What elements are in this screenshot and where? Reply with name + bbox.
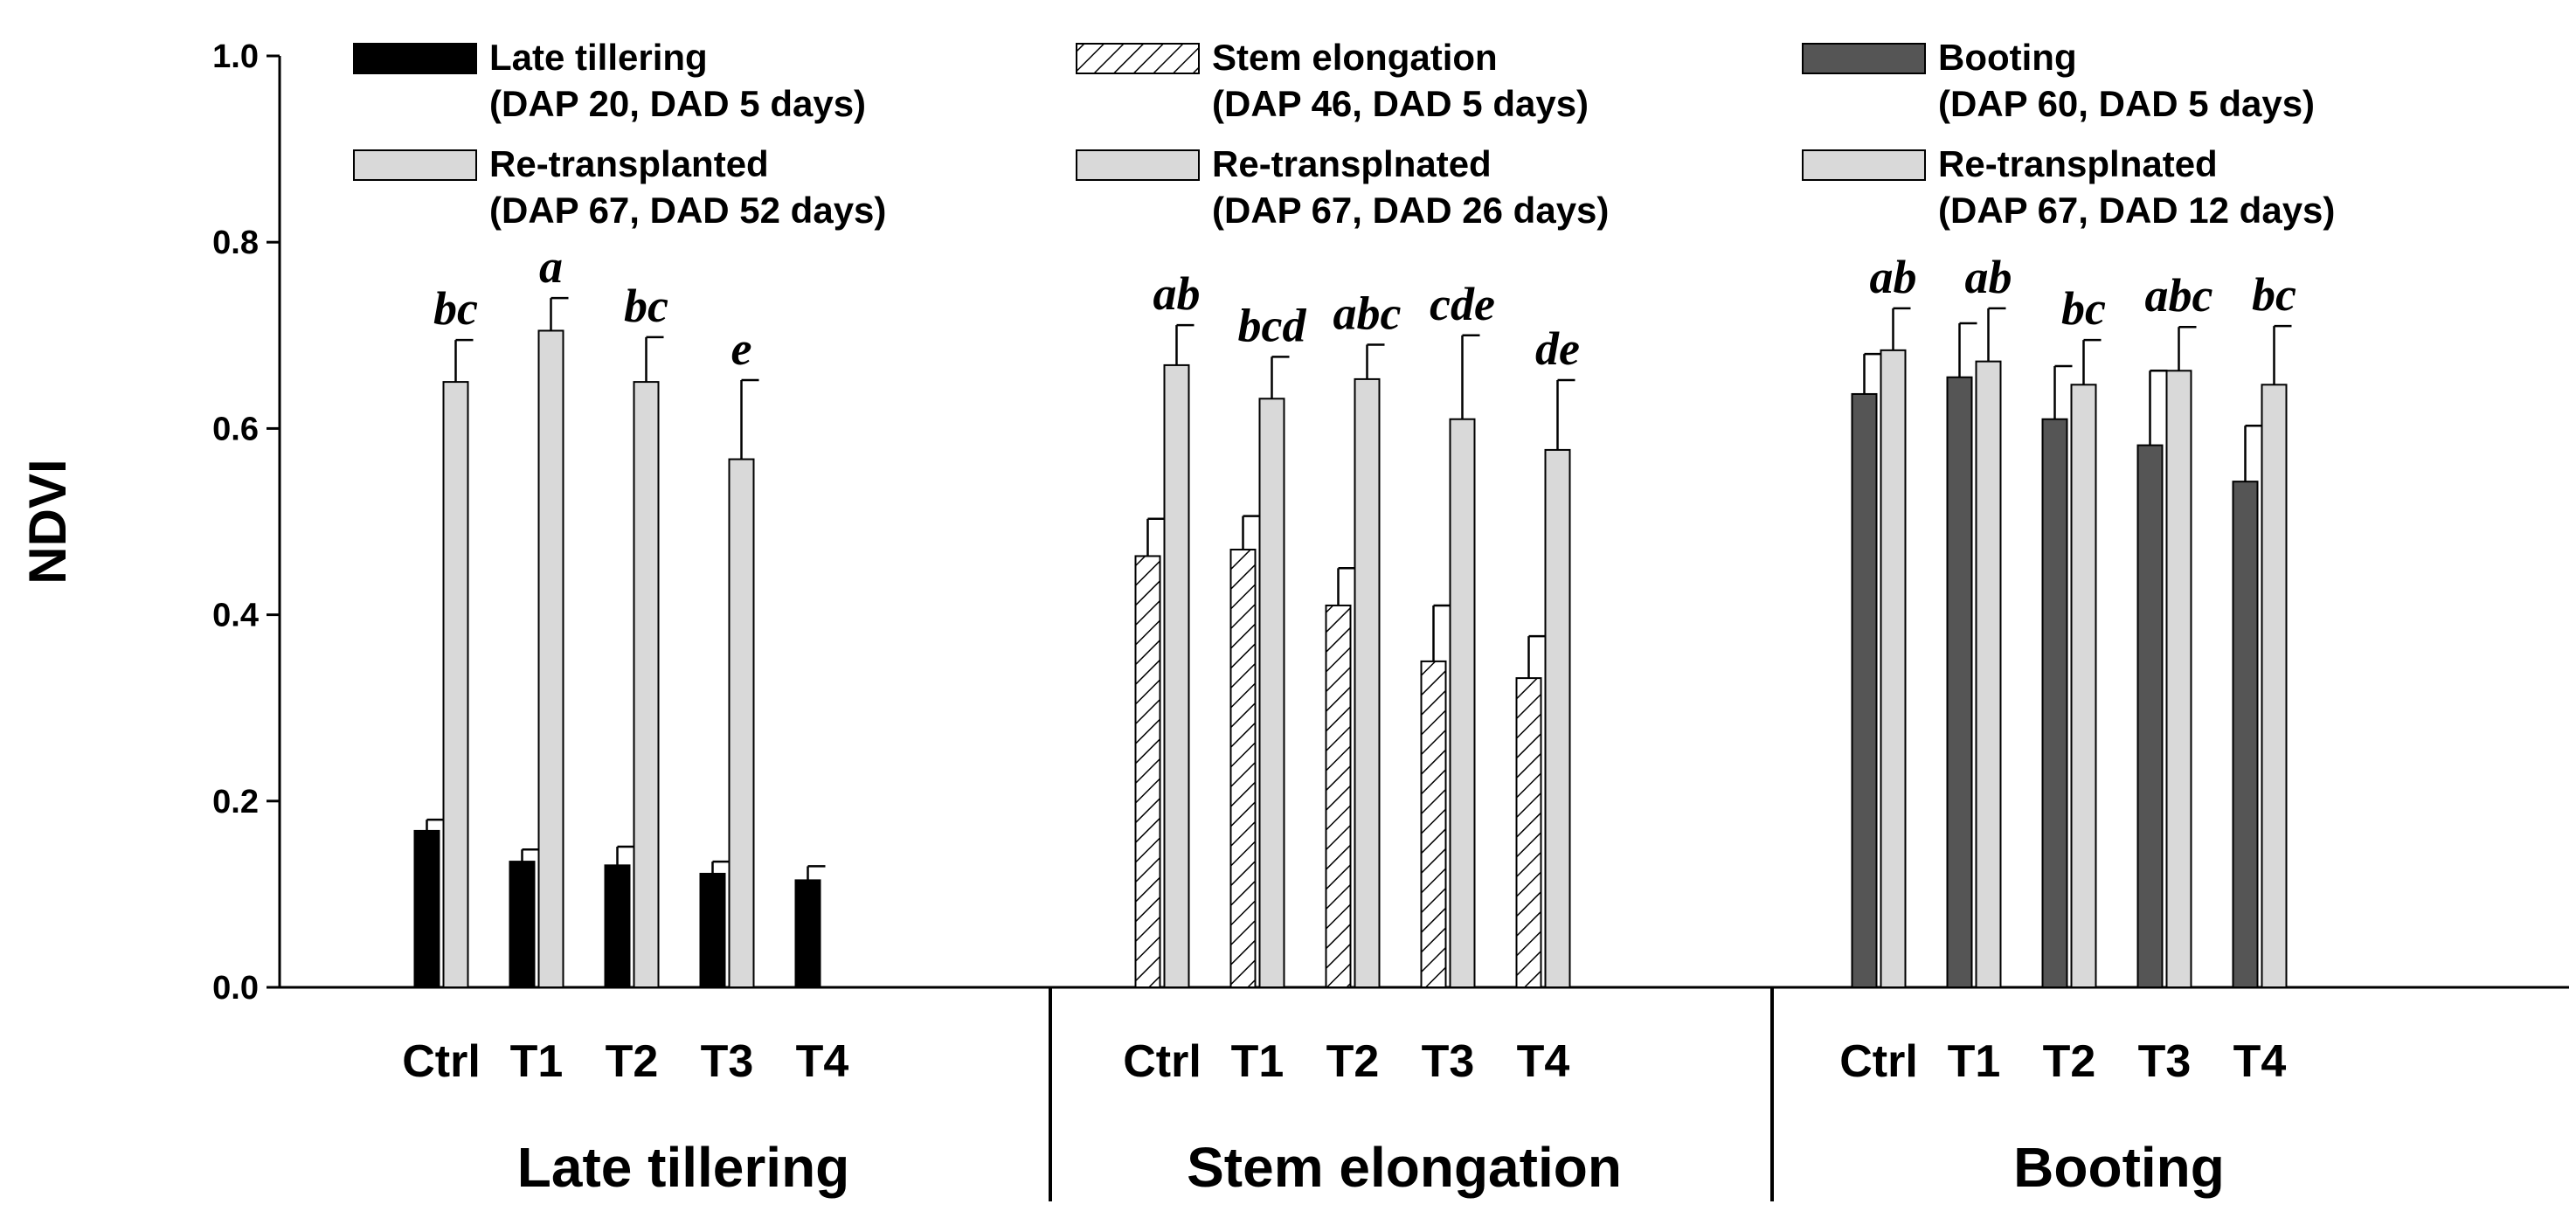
- y-tick-label: 1.0: [212, 38, 259, 75]
- category-label: T1: [1231, 1036, 1285, 1087]
- legend-label: Booting: [1938, 37, 2077, 78]
- legend-sublabel: (DAP 20, DAD 5 days): [489, 83, 866, 124]
- legend: Late tillering (DAP 20, DAD 5 days) Re-tra…: [353, 37, 2335, 231]
- legend-swatch-retrans: [1802, 149, 1926, 181]
- legend-sublabel: (DAP 67, DAD 26 days): [1212, 190, 1609, 231]
- significance-letter: bcd: [1238, 299, 1307, 351]
- legend-sublabel: (DAP 67, DAD 12 days): [1938, 190, 2335, 231]
- category-label: T1: [1948, 1036, 2001, 1087]
- y-ticks: 0.0 0.2 0.4 0.6 0.8 1.0: [212, 38, 280, 1007]
- significance-letter: ab: [1870, 251, 1917, 303]
- legend-swatch-stage: [1076, 43, 1200, 74]
- stage-bar: [1420, 660, 1447, 989]
- x-labels: Ctrl T1 T2 T3 T4 Late tillering Ctrl T1 T2 T3 T4 St…: [402, 1036, 2286, 1199]
- significance-letter: de: [1535, 322, 1580, 375]
- stage-bar: [1134, 555, 1161, 989]
- stage-bar: [794, 879, 821, 988]
- stage-bar: [413, 829, 440, 988]
- legend-label: Re-transplanted: [489, 143, 769, 184]
- stage-bar: [699, 872, 726, 988]
- retrans-bar: [1449, 418, 1476, 988]
- significance-letter: a: [539, 240, 563, 293]
- retrans-bar: [1354, 377, 1381, 989]
- category-label: T3: [701, 1036, 754, 1087]
- category-label: Ctrl: [1839, 1036, 1918, 1087]
- y-tick-label: 0.4: [212, 598, 259, 634]
- significance-letter: ab: [1965, 251, 2012, 303]
- legend-label: Late tillering: [489, 37, 708, 78]
- category-label: T2: [2043, 1036, 2096, 1087]
- category-label: T2: [1326, 1036, 1380, 1087]
- y-tick-label: 0.0: [212, 970, 259, 1007]
- stage-bar: [2136, 444, 2164, 988]
- retrans-bar: [1880, 349, 1907, 988]
- retrans-bar: [2261, 384, 2288, 989]
- legend-sublabel: (DAP 60, DAD 5 days): [1938, 83, 2315, 124]
- category-label: T4: [1517, 1036, 1570, 1087]
- significance-letter: ab: [1153, 267, 1201, 320]
- stage-bar: [2232, 481, 2259, 988]
- group-label: Booting: [2013, 1136, 2225, 1199]
- legend-label: Stem elongation: [1212, 37, 1498, 78]
- y-tick-label: 0.6: [212, 411, 259, 447]
- significance-letter: abc: [2145, 269, 2213, 322]
- group-label: Late tillering: [517, 1136, 850, 1199]
- retrans-bar: [1163, 363, 1190, 988]
- stage-bar: [2041, 418, 2068, 988]
- legend-label: Re-transplnated: [1212, 143, 1492, 184]
- stage-bar: [1946, 376, 1973, 988]
- legend-swatch-stage: [1802, 43, 1926, 74]
- category-label: Ctrl: [402, 1036, 481, 1087]
- retrans-bar: [1975, 360, 2002, 988]
- category-label: Ctrl: [1123, 1036, 1201, 1087]
- legend-sublabel: (DAP 46, DAD 5 days): [1212, 83, 1589, 124]
- significance-letter: abc: [1333, 287, 1402, 339]
- retrans-bar: [442, 381, 469, 989]
- retrans-bar: [1544, 448, 1571, 988]
- legend-swatch-stage: [353, 43, 477, 74]
- significance-letter: bc: [2061, 282, 2106, 335]
- legend-label: Re-transplnated: [1938, 143, 2218, 184]
- legend-sublabel: (DAP 67, DAD 52 days): [489, 190, 886, 231]
- category-label: T4: [796, 1036, 849, 1087]
- category-label: T2: [606, 1036, 659, 1087]
- retrans-bar: [2070, 384, 2097, 989]
- stage-bar: [1229, 548, 1257, 988]
- group-label: Stem elongation: [1187, 1136, 1622, 1199]
- category-label: T3: [2138, 1036, 2192, 1087]
- retrans-bar: [633, 381, 660, 989]
- significance-letter: bc: [2252, 268, 2296, 321]
- legend-swatch-retrans: [353, 149, 477, 181]
- y-tick-label: 0.2: [212, 784, 259, 820]
- category-label: T4: [2233, 1036, 2287, 1087]
- significance-letter: bc: [433, 282, 478, 335]
- retrans-bar: [728, 458, 755, 988]
- stage-bar: [509, 861, 536, 989]
- stage-bar: [604, 864, 631, 988]
- stage-bar: [1515, 677, 1542, 988]
- y-axis-label: NDVI: [18, 459, 77, 584]
- legend-swatch-retrans: [1076, 149, 1200, 181]
- stage-bar: [1851, 392, 1878, 988]
- y-tick-label: 0.8: [212, 225, 259, 261]
- retrans-bar: [2165, 370, 2192, 989]
- stage-bar: [1325, 604, 1352, 988]
- category-label: T1: [510, 1036, 564, 1087]
- significance-letter: bc: [624, 280, 668, 332]
- significance-letter: e: [731, 322, 752, 375]
- significance-letter: cde: [1430, 278, 1495, 330]
- group-late-tillering: bc a bc e: [413, 240, 826, 989]
- category-label: T3: [1422, 1036, 1475, 1087]
- retrans-bar: [1258, 398, 1285, 988]
- retrans-bar: [537, 329, 564, 989]
